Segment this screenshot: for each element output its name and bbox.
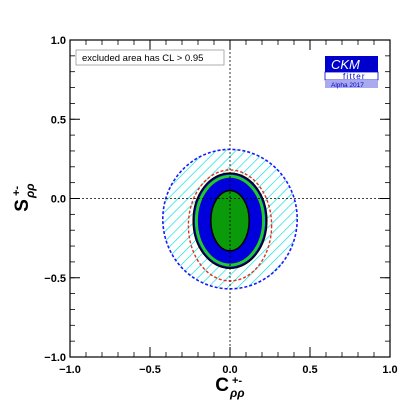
- x-axis-title-sup: +-: [232, 375, 242, 387]
- logo-main-block: [325, 56, 378, 72]
- y-tick-label-2: 0.0: [51, 194, 66, 206]
- x-axis-title: C +- ρρ: [215, 375, 244, 400]
- annotation-box: excluded area has CL > 0.95: [75, 49, 225, 66]
- y-tick-label-1: −0.5: [44, 273, 66, 285]
- annotation-text: excluded area has CL > 0.95: [82, 53, 203, 64]
- y-tick-label-0: −1.0: [44, 352, 66, 364]
- logo-line1: CKM: [331, 57, 360, 72]
- y-tick-label-3: 0.5: [51, 114, 66, 126]
- logo-line2: fitter: [343, 72, 366, 81]
- axis-ticks: [69, 39, 391, 358]
- y-axis-title-main: S: [12, 199, 33, 212]
- x-tick-label-4: 1.0: [382, 364, 397, 376]
- x-tick-label-2: 0.0: [222, 364, 237, 376]
- x-axis-title-main: C: [215, 375, 229, 396]
- y-axis-title: S +- ρρ: [11, 183, 37, 211]
- annotation-box-bg: [75, 49, 225, 66]
- logo-line3: Alpha 2017: [331, 82, 364, 89]
- logo-footer-block: [325, 80, 378, 88]
- x-tick-label-3: 0.5: [302, 364, 317, 376]
- x-tick-label-1: −0.5: [139, 364, 161, 376]
- y-axis-title-sub: ρρ: [23, 183, 37, 199]
- x-tick-label-0: −1.0: [59, 364, 81, 376]
- logo: CKM fitter Alpha 2017: [324, 56, 379, 89]
- y-axis-title-sup: +-: [11, 186, 23, 196]
- x-axis-title-sub: ρρ: [229, 386, 245, 400]
- y-tick-label-4: 1.0: [51, 35, 66, 47]
- axis-tick-labels: −1.0 −0.5 0.0 0.5 1.0 −1.0 −0.5 0.0 0.5 1.0: [44, 35, 397, 376]
- contour-regions: [162, 148, 298, 290]
